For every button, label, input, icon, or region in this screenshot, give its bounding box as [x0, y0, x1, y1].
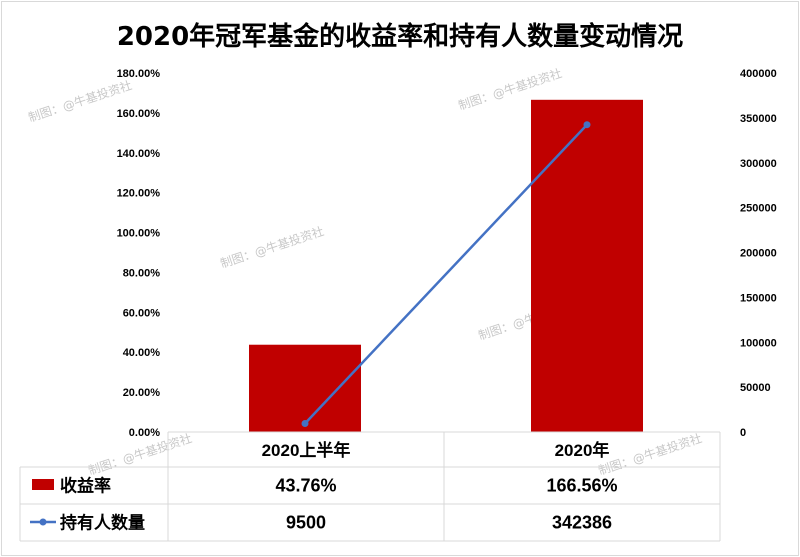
bar-2 [531, 99, 643, 433]
left-axis-tick-label: 0.00% [129, 427, 160, 439]
series-line-holders [304, 123, 588, 425]
right-axis-tick-label: 50000 [740, 382, 771, 394]
line-point-2 [583, 121, 591, 129]
data-table-value: 9500 [286, 513, 326, 533]
right-axis-tick-label: 350000 [740, 113, 777, 125]
left-axis-tick-label: 60.00% [123, 307, 161, 319]
line-point-1 [301, 419, 309, 427]
category-label: 2020上半年 [262, 440, 351, 460]
chart-title: 2020年冠军基金的收益率和持有人数量变动情况 [116, 22, 684, 52]
left-axis-tick-label: 160.00% [117, 108, 161, 120]
right-axis-tick-label: 100000 [740, 337, 777, 349]
legend-label: 收益率 [60, 476, 111, 497]
legend-label: 持有人数量 [60, 513, 145, 534]
right-axis-tick-label: 200000 [740, 248, 777, 260]
left-axis-tick-label: 40.00% [123, 347, 161, 359]
category-label: 2020年 [555, 440, 610, 460]
left-axis-tick-label: 180.00% [117, 68, 161, 80]
legend-key-bar [32, 479, 54, 490]
data-table-value: 166.56% [546, 476, 617, 496]
data-table-value: 342386 [552, 513, 612, 533]
right-axis-tick-label: 150000 [740, 292, 777, 304]
data-table-value: 43.76% [275, 476, 336, 496]
left-axis-tick-label: 20.00% [123, 387, 161, 399]
left-axis-tick-label: 100.00% [117, 228, 161, 240]
legend-key-marker [39, 518, 47, 526]
right-axis-tick-label: 400000 [740, 68, 777, 80]
right-axis-tick-label: 300000 [740, 158, 777, 170]
left-axis-tick-label: 120.00% [117, 188, 161, 200]
watermark-text: 制图：@牛基投资社 [596, 430, 703, 478]
bar-1 [249, 344, 361, 432]
left-axis-tick-label: 140.00% [117, 148, 161, 160]
right-axis-tick-label: 250000 [740, 203, 777, 215]
right-axis-tick-label: 0 [740, 427, 746, 439]
watermark-text: 制图：@牛基投资社 [218, 223, 325, 271]
left-axis-tick-label: 80.00% [123, 267, 161, 279]
